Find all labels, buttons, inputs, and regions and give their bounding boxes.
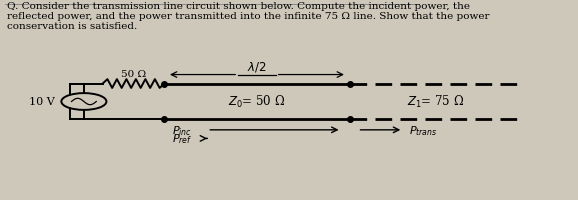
Circle shape — [61, 94, 106, 110]
Text: $\lambda/2$: $\lambda/2$ — [247, 60, 266, 74]
Text: 50 Ω: 50 Ω — [121, 70, 146, 79]
Text: $P_{trans}$: $P_{trans}$ — [409, 123, 437, 137]
Text: $P_{ref}$: $P_{ref}$ — [172, 132, 193, 146]
Text: $Z_0$= 50 Ω: $Z_0$= 50 Ω — [228, 93, 286, 109]
Text: 10 V: 10 V — [29, 97, 55, 107]
Text: Q. Consider the transmission line circuit shown below. Compute the incident powe: Q. Consider the transmission line circui… — [7, 2, 490, 31]
Text: $P_{inc}$: $P_{inc}$ — [172, 123, 192, 137]
Text: $Z_1$= 75 Ω: $Z_1$= 75 Ω — [407, 93, 464, 109]
